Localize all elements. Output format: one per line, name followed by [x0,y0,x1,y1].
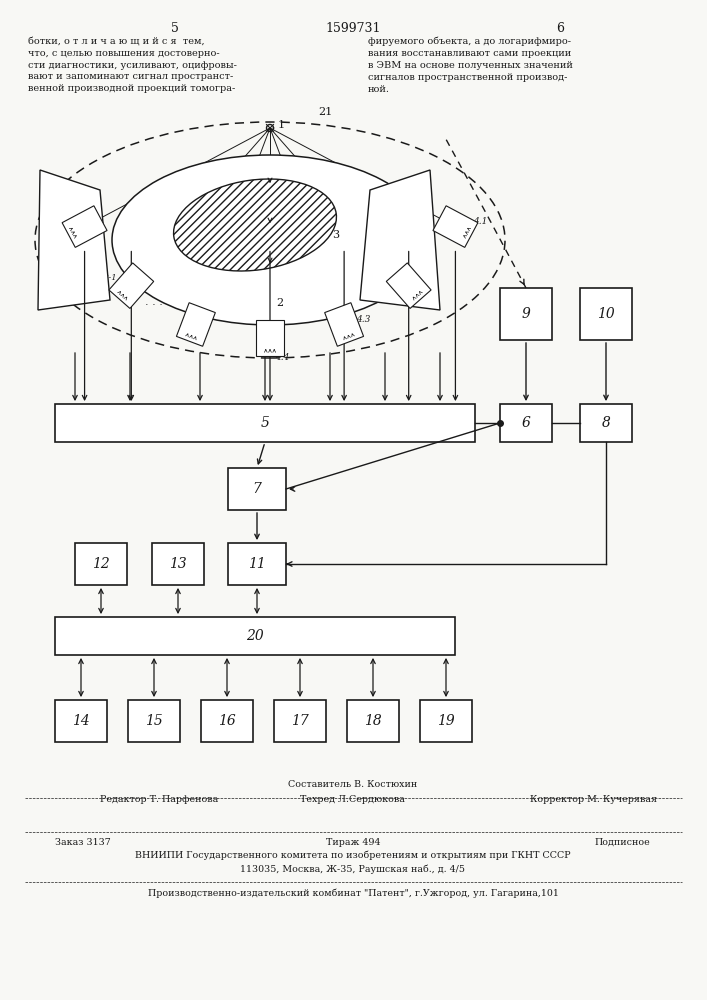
Text: 6: 6 [522,416,530,430]
Text: 4: 4 [46,204,54,217]
Text: 8: 8 [602,416,610,430]
Text: 113035, Москва, Ж-35, Раушская наб., д. 4/5: 113035, Москва, Ж-35, Раушская наб., д. … [240,864,465,874]
Bar [347,700,399,742]
Text: Производственно-издательский комбинат "Патент", г.Ужгород, ул. Гагарина,101: Производственно-издательский комбинат "П… [148,888,559,898]
Text: 15: 15 [145,714,163,728]
Polygon shape [62,206,107,247]
Bar [274,700,326,742]
Bar [228,543,286,585]
Polygon shape [177,303,216,346]
Text: · · ·: · · · [145,300,163,310]
Bar [420,700,472,742]
Text: Техред Л.Сердюкова: Техред Л.Сердюкова [300,795,405,804]
Ellipse shape [112,155,428,325]
Text: Корректор М. Кучерявая: Корректор М. Кучерявая [530,795,657,804]
Text: 17: 17 [291,714,309,728]
Bar [128,700,180,742]
Text: 6: 6 [556,22,564,35]
Text: 11: 11 [248,557,266,571]
Bar [500,288,552,340]
Text: 7: 7 [252,482,262,496]
Text: 12: 12 [92,557,110,571]
Text: 1599731: 1599731 [325,22,381,35]
Polygon shape [38,170,110,310]
Bar [580,404,632,442]
Text: Подписное: Подписное [595,838,650,847]
Text: 16: 16 [218,714,236,728]
Text: 4.3: 4.3 [356,315,370,324]
Bar [500,404,552,442]
Text: 3: 3 [332,230,339,240]
Polygon shape [325,303,363,346]
Text: 14: 14 [72,714,90,728]
Text: 13: 13 [169,557,187,571]
Text: Тираж 494: Тираж 494 [326,838,380,847]
Text: ботки, о т л и ч а ю щ и й с я  тем,
что, с целью повышения достоверно-
сти диаг: ботки, о т л и ч а ю щ и й с я тем, что,… [28,37,237,93]
Text: 4.2: 4.2 [423,276,438,285]
Text: Заказ 3137: Заказ 3137 [55,838,111,847]
Polygon shape [433,206,478,247]
Text: 4.1: 4.1 [474,217,488,226]
Text: 2: 2 [276,298,284,308]
Text: 4.4: 4.4 [275,354,289,362]
Polygon shape [360,170,440,310]
Text: 19: 19 [437,714,455,728]
Bar [228,468,286,510]
Bar [55,617,455,655]
Bar [55,404,475,442]
Text: 21: 21 [318,107,332,117]
Text: 5: 5 [261,416,269,430]
Bar [580,288,632,340]
Bar [152,543,204,585]
Text: фируемого объекта, а до логарифмиро-
вания восстанавливают сами проекции
в ЭВМ н: фируемого объекта, а до логарифмиро- ван… [368,37,573,94]
Bar [75,543,127,585]
Text: ВНИИПИ Государственного комитета по изобретениям и открытиям при ГКНТ СССР: ВНИИПИ Государственного комитета по изоб… [135,850,571,859]
Text: 20: 20 [246,629,264,643]
Text: 4.N: 4.N [48,217,64,226]
Text: 9: 9 [522,307,530,321]
Polygon shape [109,263,153,308]
Text: 1: 1 [278,120,285,130]
Polygon shape [256,320,284,356]
Text: 10: 10 [597,307,615,321]
Text: Редактор Т. Парфенова: Редактор Т. Парфенова [100,795,218,804]
Bar [201,700,253,742]
Polygon shape [386,263,431,308]
Text: 5: 5 [171,22,179,35]
Text: 4.N-1: 4.N-1 [93,274,117,282]
Text: 18: 18 [364,714,382,728]
Text: Составитель В. Костюхин: Составитель В. Костюхин [288,780,418,789]
Ellipse shape [173,179,337,271]
Bar [55,700,107,742]
